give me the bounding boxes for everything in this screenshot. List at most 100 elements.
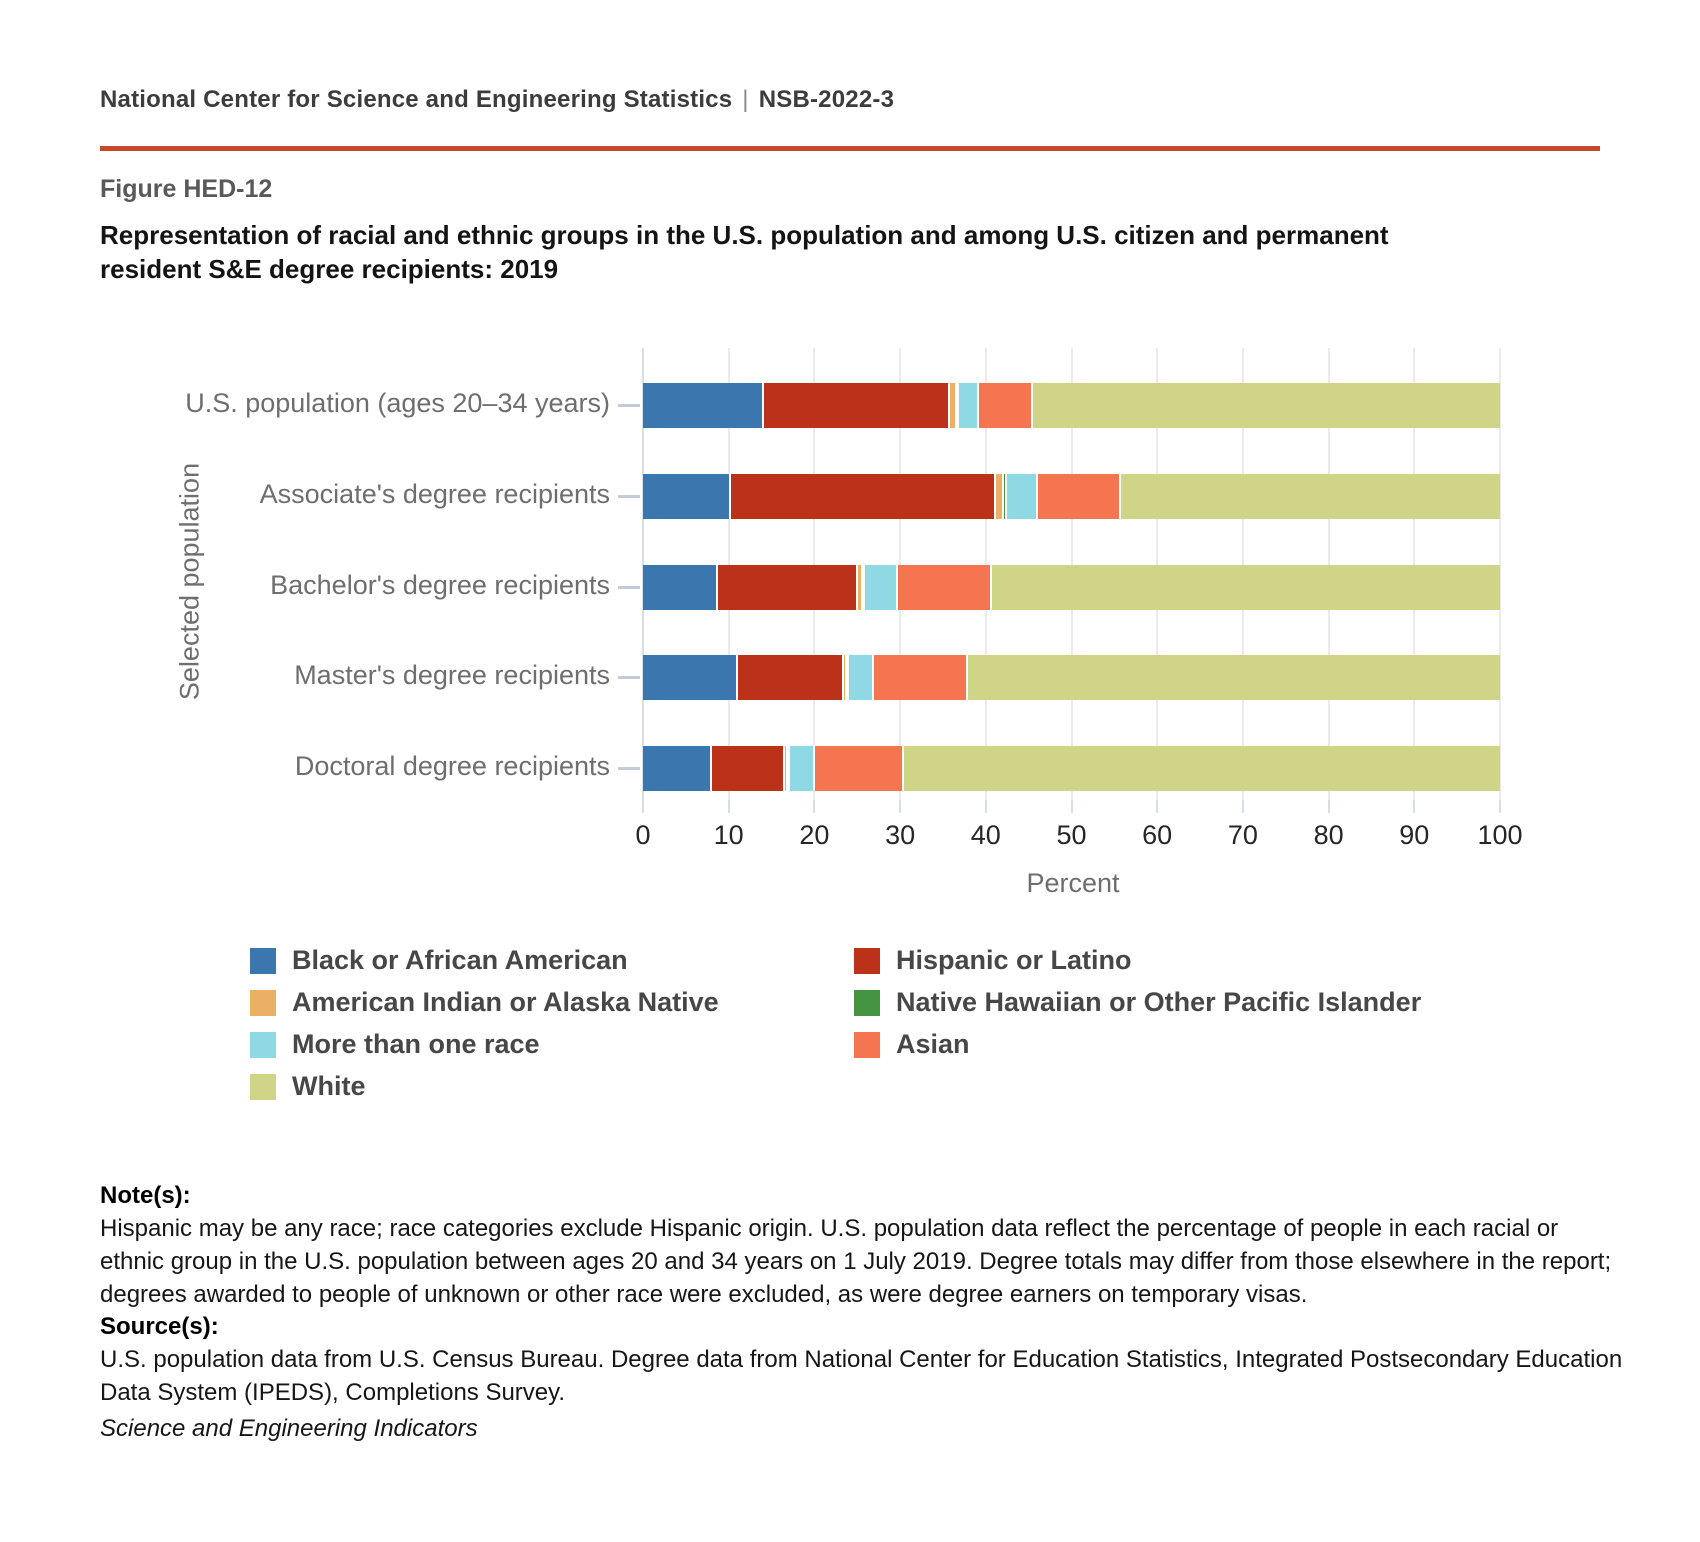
category-tick	[618, 586, 640, 589]
x-tick-label: 0	[635, 820, 651, 850]
legend-label: More than one race	[292, 1029, 540, 1059]
legend-item: Hispanic or Latino	[854, 940, 1421, 981]
legend-item: Black or African American	[250, 940, 854, 981]
bar-segment	[728, 473, 994, 519]
accent-rule	[100, 146, 1600, 151]
legend-item: Native Hawaiian or Other Pacific Islande…	[854, 982, 1421, 1023]
legend-label: Native Hawaiian or Other Pacific Islande…	[896, 987, 1422, 1017]
bar-segment	[990, 564, 1500, 610]
category-label: U.S. population (ages 20–34 years)	[185, 388, 610, 418]
bar-row	[643, 654, 1500, 700]
bar-segment	[976, 382, 1031, 428]
x-axis-tick	[642, 800, 644, 813]
bar-segment	[1002, 473, 1006, 519]
legend-label: Hispanic or Latino	[896, 945, 1132, 975]
notes-heading: Note(s):	[100, 1182, 191, 1209]
bar-segment	[847, 654, 873, 700]
x-tick-label: 90	[1399, 820, 1430, 850]
x-tick-label: 50	[1056, 820, 1087, 850]
sources-body: U.S. population data from U.S. Census Bu…	[100, 1346, 1623, 1406]
bar-segment	[1030, 382, 1501, 428]
bar-row	[643, 564, 1500, 610]
figure-label: Figure HED-12	[100, 175, 273, 203]
x-tick-label: 30	[885, 820, 916, 850]
x-axis-tick	[984, 800, 987, 813]
legend-item: American Indian or Alaska Native	[250, 982, 854, 1023]
masthead-separator: |	[742, 86, 749, 113]
x-axis-tick	[1241, 800, 1244, 813]
x-tick-label: 100	[1477, 820, 1523, 850]
masthead: National Center for Science and Engineer…	[100, 86, 894, 114]
category-label: Associate's degree recipients	[259, 479, 610, 509]
legend-label: Black or African American	[292, 945, 628, 975]
notes-body: Hispanic may be any race; race categorie…	[100, 1215, 1612, 1308]
bar-segment	[787, 745, 813, 791]
bar-segment	[785, 745, 788, 791]
figure-title: Representation of racial and ethnic grou…	[100, 220, 1389, 284]
bar-segment	[643, 564, 716, 610]
bar-segment	[862, 564, 897, 610]
publication-footer: Science and Engineering Indicators	[100, 1415, 478, 1442]
bar-segment	[856, 564, 861, 610]
masthead-org: National Center for Science and Engineer…	[100, 86, 733, 113]
x-tick-label: 60	[1142, 820, 1173, 850]
sources-heading: Source(s):	[100, 1313, 219, 1340]
legend-label: American Indian or Alaska Native	[292, 987, 719, 1017]
bar-segment	[948, 382, 955, 428]
legend-swatch	[854, 989, 880, 1016]
legend-swatch	[250, 1073, 276, 1100]
bar-segment	[993, 473, 1003, 519]
x-axis-tick	[899, 800, 902, 813]
bar-segment	[1005, 473, 1037, 519]
category-tick	[618, 676, 640, 679]
x-axis-tick	[1499, 800, 1501, 813]
bar-row	[643, 382, 1501, 428]
x-axis-tick	[1070, 800, 1073, 813]
bar-segment	[845, 654, 848, 700]
legend-item: White	[250, 1066, 854, 1107]
category-label: Bachelor's degree recipients	[270, 570, 610, 600]
legend-label: White	[292, 1071, 366, 1101]
bar-segment	[736, 654, 842, 700]
x-axis-title: Percent	[1026, 868, 1120, 898]
bar-segment	[643, 473, 729, 519]
legend-swatch	[250, 1031, 276, 1058]
x-tick-label: 40	[970, 820, 1001, 850]
bar-segment	[841, 654, 846, 700]
legend-item: Asian	[854, 1024, 1421, 1065]
x-axis-tick	[1327, 800, 1330, 813]
bar-segment	[956, 382, 977, 428]
bar-segment	[1036, 473, 1120, 519]
bar-segment	[1119, 473, 1500, 519]
x-axis-tick	[727, 800, 730, 813]
bar-segment	[762, 382, 948, 428]
legend-label: Asian	[896, 1029, 970, 1059]
bar-segment	[783, 745, 786, 791]
bar-segment	[896, 564, 991, 610]
category-tick	[618, 404, 640, 407]
bar-row	[643, 745, 1500, 791]
legend-swatch	[854, 1031, 880, 1058]
x-tick-label: 70	[1227, 820, 1258, 850]
x-tick-label: 10	[713, 820, 744, 850]
gridline	[1499, 348, 1501, 800]
x-tick-label: 20	[799, 820, 830, 850]
x-axis-tick	[1413, 800, 1416, 813]
category-tick	[618, 495, 640, 498]
bar-segment	[709, 745, 784, 791]
bar-segment	[966, 654, 1500, 700]
x-axis-tick	[1156, 800, 1159, 813]
category-tick	[618, 767, 640, 770]
category-label: Master's degree recipients	[294, 660, 610, 690]
legend-swatch	[854, 947, 880, 974]
x-axis-tick	[813, 800, 816, 813]
category-label: Doctoral degree recipients	[294, 751, 610, 781]
masthead-doc-id: NSB-2022-3	[758, 86, 895, 113]
legend-swatch	[250, 989, 276, 1016]
bar-segment	[812, 745, 902, 791]
bar-segment	[901, 745, 1500, 791]
bar-segment	[643, 745, 710, 791]
chart-legend: Black or African American Hispanic or Lat…	[250, 940, 1421, 1107]
bar-segment	[643, 382, 763, 428]
